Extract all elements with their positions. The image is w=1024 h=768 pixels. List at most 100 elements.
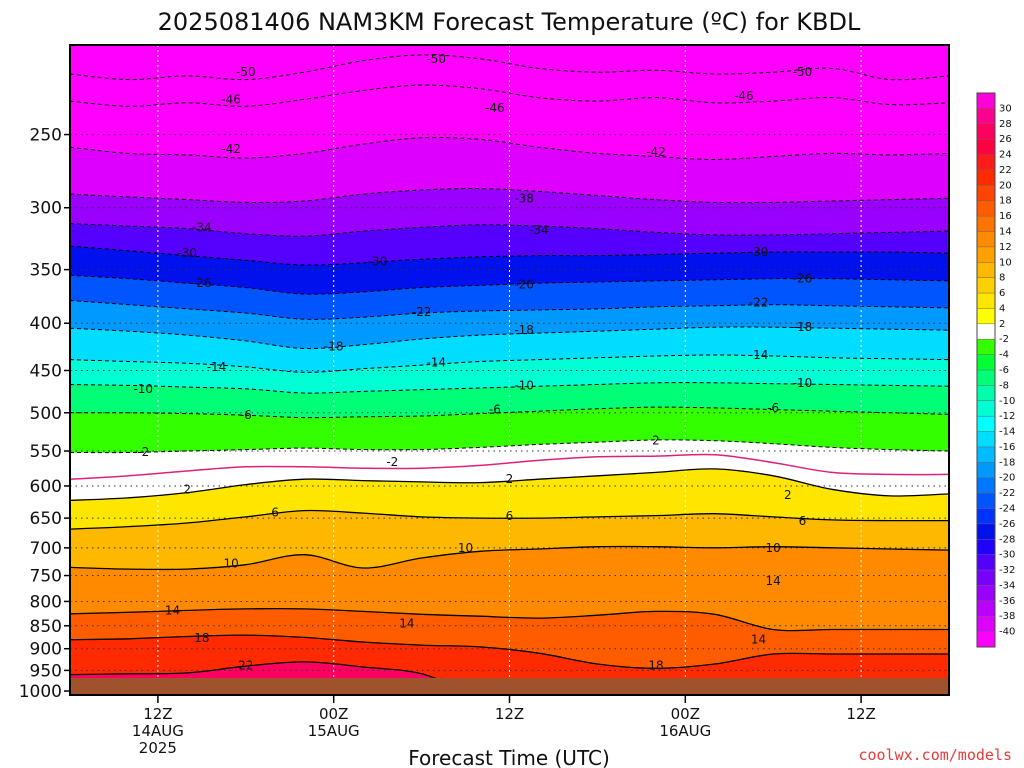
colorbar-swatch [977, 631, 995, 648]
colorbar-label: 8 [999, 273, 1005, 284]
isotherm-label: -18 [793, 320, 813, 334]
colorbar-swatch [977, 185, 995, 202]
y-tick-label: 800 [30, 592, 62, 612]
isotherm-label: -26 [793, 272, 813, 286]
colorbar-label: 14 [999, 227, 1012, 238]
isotherm-label: -14 [207, 360, 227, 374]
colorbar-label: -36 [999, 596, 1015, 607]
y-tick-label: 600 [30, 477, 62, 497]
isotherm-2 [70, 468, 949, 502]
isotherm-label: 2 [784, 488, 792, 502]
isotherm-label: 18 [648, 658, 663, 672]
isotherm-label: -10 [514, 378, 534, 392]
isotherm-label: 2 [652, 434, 660, 448]
colorbar-label: -24 [999, 504, 1015, 515]
isotherm-label: -50 [426, 52, 446, 66]
colorbar-label: 6 [999, 288, 1005, 299]
x-axis-label: Forecast Time (UTC) [408, 746, 610, 768]
colorbar-swatch [977, 262, 995, 278]
isotherm-label: -34 [192, 220, 212, 234]
y-tick-label: 1000 [19, 682, 62, 702]
colorbar-label: -40 [999, 627, 1015, 638]
colorbar-label: -20 [999, 473, 1015, 484]
isotherm-label: -22 [412, 305, 432, 319]
temperature-bands [70, 45, 949, 695]
isotherm-m46 [70, 84, 949, 107]
colorbar-swatch [977, 446, 995, 463]
isotherm-label: -46 [221, 92, 241, 106]
isotherm-label: -10 [133, 382, 153, 396]
x-tick-label: 12Z [495, 705, 524, 723]
colorbar-label: 26 [999, 134, 1012, 145]
x-tick-label: 16AUG [659, 722, 711, 740]
isotherm-label: -42 [646, 145, 666, 159]
y-tick-label: 450 [30, 361, 62, 381]
isotherm-label: -10 [793, 376, 813, 390]
colorbar-label: 24 [999, 150, 1012, 161]
x-tick-label: 15AUG [308, 722, 360, 740]
isotherm-label: 18 [194, 631, 209, 645]
sub-band [70, 423, 949, 453]
isotherm-label: -30 [177, 246, 197, 260]
isotherm-label: -46 [485, 101, 505, 115]
colorbar-swatch [977, 246, 995, 263]
colorbar-label: -26 [999, 519, 1015, 530]
y-tick-label: 650 [30, 509, 62, 529]
colorbar-swatch [977, 431, 995, 448]
x-tick-label: 12Z [846, 705, 875, 723]
y-tick-label: 900 [30, 640, 62, 660]
isotherm-label: 14 [766, 574, 781, 588]
colorbar-swatch [977, 416, 995, 432]
isotherm-label: -2 [386, 455, 398, 469]
colorbar-label: 20 [999, 180, 1012, 191]
colorbar-swatch [977, 385, 995, 402]
y-tick-label: 400 [30, 314, 62, 334]
colorbar-label: -4 [999, 350, 1009, 361]
colorbar-label: -18 [999, 457, 1015, 468]
isotherm-label: 10 [766, 541, 781, 555]
colorbar-label: -14 [999, 427, 1015, 438]
isotherm-label: -18 [514, 323, 534, 337]
x-tick-label: 2025 [139, 739, 177, 757]
sub-band [70, 531, 949, 570]
colorbar-label: 4 [999, 303, 1005, 314]
colorbar-swatch [977, 108, 995, 125]
colorbar-label: 10 [999, 257, 1012, 268]
colorbar-swatch [977, 123, 995, 140]
isotherm-label: -42 [221, 142, 241, 156]
isotherm-18 [70, 634, 949, 669]
band-m2 [70, 439, 949, 480]
isotherm-label: -26 [192, 276, 212, 290]
isotherm-label: 14 [751, 633, 766, 647]
pressure-axis: 250 300 350 400 450 500 550 600 650 700 750 800 850 9… [19, 126, 70, 702]
x-tick-label: 00Z [671, 705, 700, 723]
isotherm-label: -6 [767, 401, 779, 415]
colorbar-legend: 30 28 26 24 22 20 18 16 14 12 10 8 6 4 2 -2 -4 -6 -8 -10 -12… [976, 92, 1015, 648]
colorbar-swatch [977, 585, 995, 602]
isotherm-label: -50 [793, 65, 813, 79]
sub-band [70, 164, 949, 203]
colorbar-label: -10 [999, 396, 1015, 407]
colorbar-label: -28 [999, 534, 1015, 545]
band-0 [70, 454, 949, 501]
y-tick-label: 700 [30, 539, 62, 559]
isotherm-label: -18 [324, 340, 344, 354]
colorbar-swatch [977, 139, 995, 155]
isotherm-label: -38 [514, 191, 534, 205]
sub-band [70, 288, 949, 320]
colorbar-swatch [977, 200, 995, 217]
isotherm-22 [70, 661, 949, 695]
isotherm-label: -14 [749, 348, 769, 362]
colorbar-label: -34 [999, 580, 1015, 591]
colorbar-swatch [977, 277, 995, 294]
colorbar-swatch [977, 462, 995, 479]
isotherm-label: 14 [399, 616, 414, 630]
colorbar-label: -8 [999, 380, 1009, 391]
isotherm-label: 6 [506, 509, 514, 523]
isotherm-label: -14 [426, 355, 446, 369]
isotherm-label: 6 [799, 514, 807, 528]
sub-band [70, 70, 949, 107]
isotherm-label: -6 [240, 408, 252, 422]
isotherm-label: -50 [236, 65, 256, 79]
isotherm-label: 10 [458, 541, 473, 555]
